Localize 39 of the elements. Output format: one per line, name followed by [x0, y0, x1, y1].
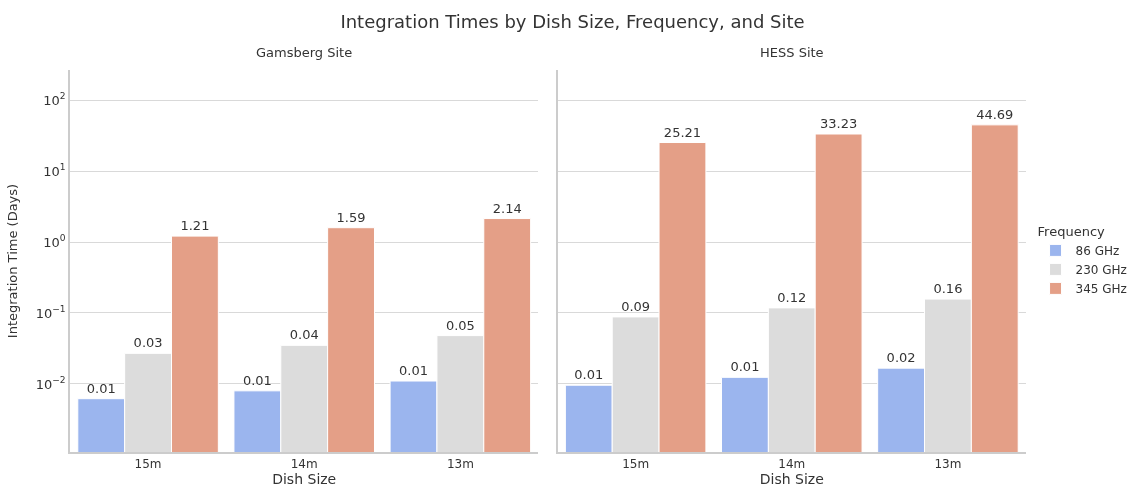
data-label: 0.01 [730, 359, 760, 375]
data-label: 0.09 [621, 298, 651, 314]
data-label: 0.01 [86, 380, 116, 396]
legend-label: 86 GHz [1075, 244, 1120, 259]
y-tick-label: 10$^{−1}$ [35, 304, 66, 321]
data-label: 0.16 [933, 281, 963, 297]
data-label: 44.69 [976, 106, 1014, 122]
chart-title: Integration Times by Dish Size, Frequency, and Site [340, 10, 805, 32]
y-tick-label: 10$^{2}$ [43, 91, 66, 108]
x-tick-label: 13m [446, 457, 474, 472]
data-label: 0.01 [574, 367, 604, 383]
data-label: 0.04 [289, 327, 319, 343]
data-label: 0.02 [886, 350, 916, 366]
x-tick-label: 14m [290, 457, 318, 472]
data-label: 0.12 [777, 289, 807, 305]
data-label: 2.14 [492, 200, 522, 216]
data-label: 0.03 [133, 335, 163, 351]
y-tick-label: 10$^{1}$ [43, 162, 66, 179]
data-label: 1.21 [180, 218, 210, 234]
x-axis-title: Dish Size [272, 471, 337, 488]
data-label: 0.05 [445, 317, 475, 333]
y-axis-title: Integration Time (Days) [5, 183, 21, 339]
data-label: 0.01 [399, 363, 428, 379]
y-tick-label: 10$^{0}$ [43, 233, 66, 250]
data-label: 1.59 [336, 209, 366, 225]
x-tick-label: 13m [934, 457, 962, 472]
legend-label: 230 GHz [1075, 263, 1127, 278]
y-tick-label: 10$^{−2}$ [35, 375, 66, 392]
chart-subtitle: HESS Site [760, 45, 824, 60]
data-label: 33.23 [820, 116, 858, 131]
x-axis-title: Dish Size [759, 471, 824, 488]
chart-subtitle: Gamsberg Site [256, 45, 353, 60]
legend-title: Frequency [1037, 223, 1106, 239]
x-tick-label: 15m [622, 457, 650, 472]
x-tick-label: 14m [778, 457, 806, 472]
data-label: 0.01 [242, 372, 272, 388]
data-label: 25.21 [663, 124, 702, 140]
legend-label: 345 GHz [1075, 282, 1127, 297]
x-tick-label: 15m [134, 457, 162, 472]
